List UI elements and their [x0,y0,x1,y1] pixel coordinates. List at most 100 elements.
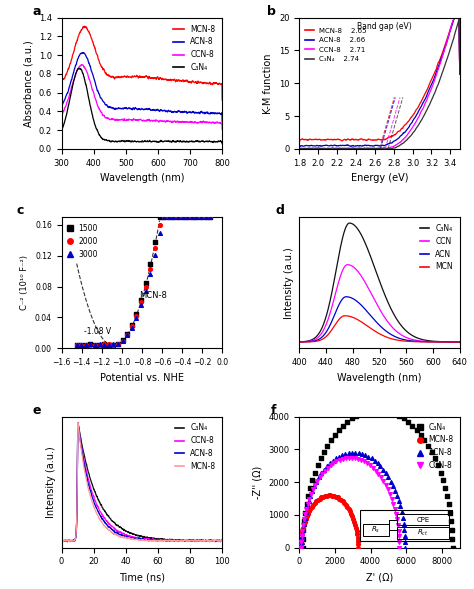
Point [306,484,314,493]
Point [342,500,350,509]
Point [380,465,387,475]
Point [344,502,351,511]
Point [339,497,346,506]
Y-axis label: K-M function: K-M function [264,53,273,114]
Point [124,331,131,340]
Point [183,213,191,222]
Point [326,459,334,468]
Point [298,537,305,546]
Point [335,452,343,461]
Point [188,213,195,222]
Point [352,524,360,533]
Point [369,463,377,472]
Point [165,213,173,222]
Point [449,534,456,544]
Point [445,499,453,509]
Point [333,456,340,466]
Legend: C₃N₄, CCN, ACN, MCN: C₃N₄, CCN, ACN, MCN [417,221,456,274]
Point [395,411,403,421]
Point [447,517,455,526]
Point [401,543,409,552]
Point [409,421,416,431]
Point [321,466,329,475]
Point [307,504,314,514]
Point [100,339,108,348]
Point [377,472,385,482]
Point [297,540,305,549]
Point [77,340,85,350]
Point [310,481,318,491]
Point [330,458,337,468]
Point [345,448,353,458]
Point [352,520,359,530]
Point [437,468,444,477]
Point [388,494,395,503]
Point [142,278,149,287]
Point [299,527,306,536]
Point [179,213,186,222]
Point [318,493,325,502]
Point [77,340,85,349]
Point [82,340,90,350]
Point [374,459,382,468]
Point [332,492,340,501]
Legend: MCN-8    2.65, ACN-8    2.66, CCN-8    2.71, C₃N₄    2.74: MCN-8 2.65, ACN-8 2.66, CCN-8 2.71, C₃N₄… [303,25,370,65]
Point [342,449,349,459]
Point [398,507,405,517]
Point [96,340,103,350]
Point [347,509,355,518]
Point [367,406,374,415]
Point [354,543,362,552]
Point [380,477,387,486]
Point [299,524,307,533]
Point [160,213,168,222]
Point [368,454,375,463]
Point [105,340,113,349]
Point [202,213,210,222]
Point [146,259,154,268]
Point [119,336,127,346]
Point [447,508,454,518]
Point [382,469,390,478]
Point [319,492,327,501]
Point [396,537,403,547]
Point [301,509,309,519]
Point [309,486,316,495]
Point [146,264,154,273]
Point [192,213,200,222]
Point [389,499,397,508]
Point [142,286,149,295]
Point [105,340,113,349]
Point [357,409,365,418]
Point [339,421,347,431]
Point [345,453,353,462]
Point [320,465,328,475]
Point [174,213,182,222]
Point [327,491,334,500]
Point [348,413,356,423]
Point [353,411,360,421]
Point [396,543,403,552]
Point [309,485,317,494]
Point [160,213,168,222]
Text: f: f [270,404,276,417]
Text: -1.08 V: -1.08 V [84,327,111,336]
Point [348,453,356,462]
Point [404,417,412,426]
Point [364,458,371,468]
Point [391,504,399,514]
Point [96,339,103,349]
Point [354,537,362,546]
Point [323,462,330,471]
Point [309,475,316,485]
Point [109,340,117,350]
Point [91,340,99,350]
Point [355,448,363,458]
Point [298,531,306,541]
Point [391,409,398,418]
Point [400,519,408,528]
Text: Band gap (eV): Band gap (eV) [357,22,412,31]
Point [324,463,331,472]
Point [119,336,127,345]
Point [109,339,117,349]
